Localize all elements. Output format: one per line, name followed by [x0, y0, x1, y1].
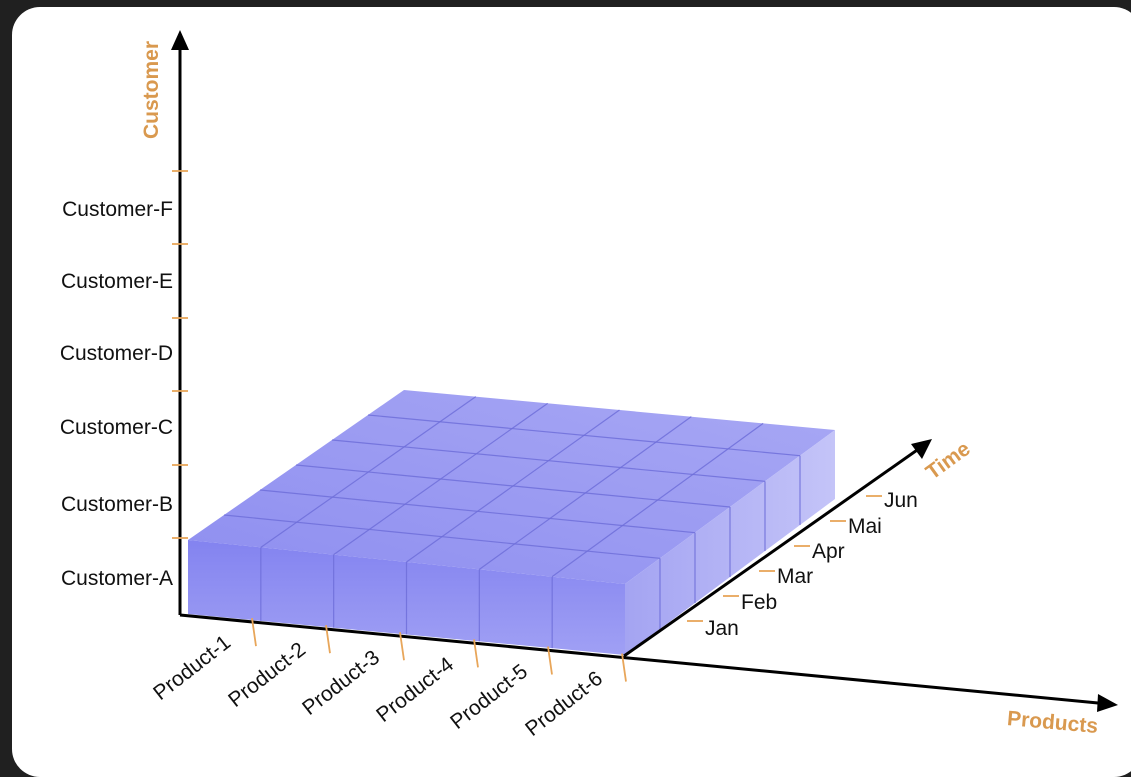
product-tick: [621, 653, 627, 682]
products-axis-title: Products: [1006, 707, 1099, 738]
customer-label: Customer-C: [60, 416, 173, 439]
time-axis-arrow: [911, 439, 932, 459]
product-tick: [399, 632, 405, 661]
customer-label: Customer-E: [61, 270, 173, 293]
time-label: Apr: [812, 540, 845, 563]
cube-grid-line: [367, 414, 801, 457]
cube-grid-lines: [223, 396, 801, 649]
customer-axis-title: Customer: [140, 41, 163, 139]
time-label: Feb: [741, 591, 777, 614]
product-label: Product-6: [521, 667, 607, 741]
products-axis-line: [179, 613, 1099, 705]
time-axis-title: Time: [922, 437, 975, 484]
customer-axis-arrow: [171, 30, 189, 50]
time-axis-line: [623, 446, 921, 658]
product-tick: [251, 617, 257, 647]
customer-label: Customer-F: [62, 198, 173, 221]
customer-label: Customer-B: [61, 493, 173, 516]
product-label: Product-2: [224, 638, 310, 712]
time-label: Mai: [848, 515, 882, 538]
customer-label: Customer-A: [61, 567, 173, 590]
products-axis-arrow: [1097, 694, 1118, 712]
axis-ticks: [172, 170, 882, 682]
time-label: Jan: [705, 617, 739, 640]
product-tick: [547, 646, 553, 675]
product-tick: [325, 625, 331, 654]
customer-label: Customer-D: [60, 342, 173, 365]
time-label: Jun: [884, 489, 918, 512]
product-tick: [473, 639, 479, 668]
time-label: Mar: [777, 565, 813, 588]
product-label: Product-1: [149, 631, 235, 705]
product-label: Product-5: [446, 660, 532, 734]
